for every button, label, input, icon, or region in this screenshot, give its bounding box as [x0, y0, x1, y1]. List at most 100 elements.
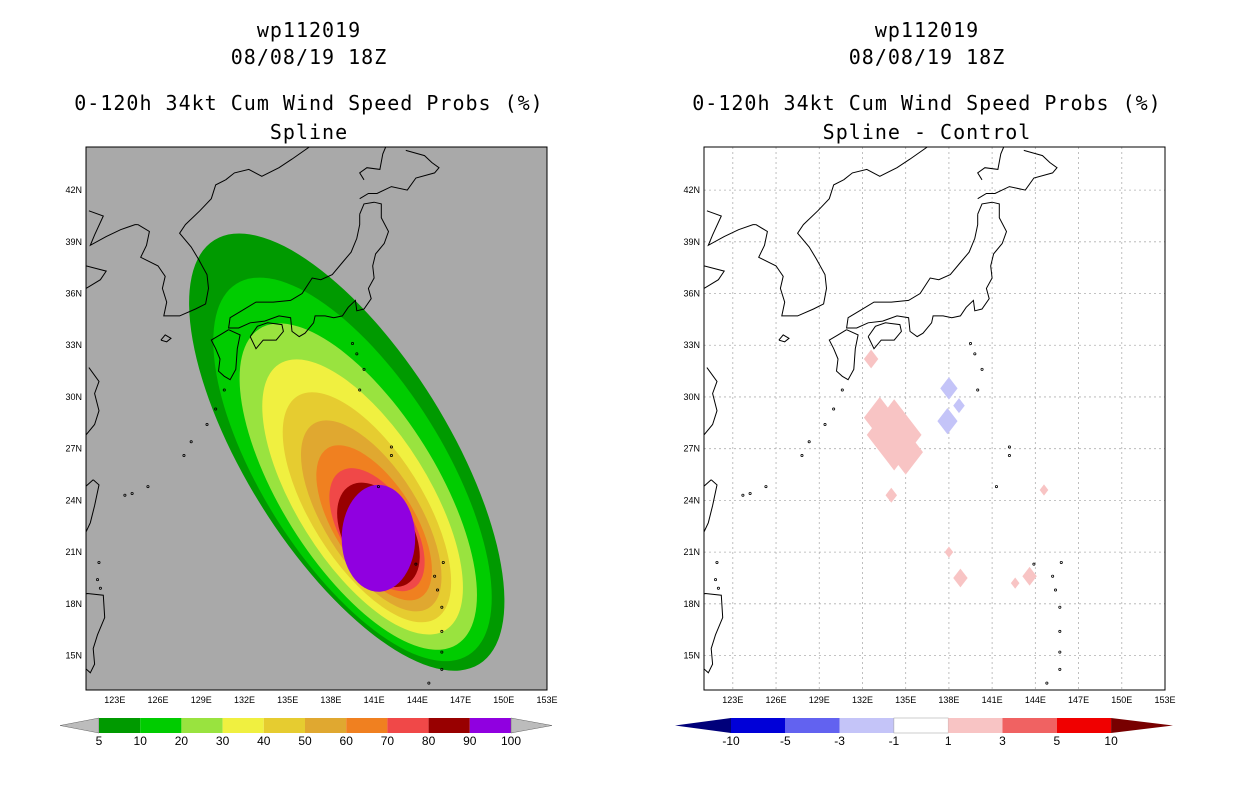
y-tick-label: 39N	[65, 237, 82, 247]
map-chart-difference: 123E 126E 129E 132E 135E 138E 141E 144E 147E 150E…	[675, 146, 1176, 748]
y-tick-label: 18N	[65, 599, 82, 609]
subtitle: Spline - Control	[822, 120, 1032, 144]
colorbar-segment	[263, 718, 305, 733]
colorbar-segment	[181, 718, 223, 733]
island	[1054, 588, 1058, 592]
colorbar-segment	[140, 718, 182, 733]
x-tick-label: 147E	[450, 695, 471, 705]
colorbar-end-low	[59, 717, 100, 734]
island	[1058, 629, 1062, 633]
subtitle: Spline	[269, 120, 349, 144]
coastline	[704, 592, 724, 674]
storm-id: wp112019	[874, 18, 980, 42]
x-tick-label: 138E	[320, 695, 341, 705]
x-tick-label: 123E	[104, 695, 125, 705]
island	[96, 578, 100, 582]
storm-id: wp112019	[256, 18, 362, 42]
island	[441, 560, 445, 564]
colorbar-segment	[839, 718, 894, 733]
panel-spline-control: wp112019 08/08/19 18Z 0-120h 34kt Cum Wi…	[618, 0, 1236, 800]
map-background	[704, 147, 1165, 690]
island	[994, 485, 998, 489]
colorbar-end-high	[1111, 718, 1173, 733]
colorbar-segment	[222, 718, 264, 733]
island	[714, 578, 718, 582]
anomaly-patch	[953, 568, 968, 588]
colorbar-label: 80	[422, 734, 436, 748]
island	[389, 445, 393, 449]
island	[973, 352, 977, 356]
y-tick-label: 21N	[683, 547, 700, 557]
island	[1007, 454, 1011, 458]
colorbar-label: 70	[381, 734, 395, 748]
panel-spline: wp112019 08/08/19 18Z 0-120h 34kt Cum Wi…	[59, 18, 558, 748]
island	[1058, 667, 1062, 671]
x-tick-label: 129E	[191, 695, 212, 705]
anomaly-patch	[885, 487, 898, 503]
coastline	[225, 147, 310, 181]
anomaly-patch	[863, 397, 896, 439]
product-title: 0-120h 34kt Cum Wind Speed Probs (%)	[74, 91, 544, 115]
colorbar-label: 1	[945, 734, 952, 748]
y-tick-label: 42N	[683, 185, 700, 195]
colorbar-label: 10	[1104, 734, 1118, 748]
x-tick-label: 141E	[364, 695, 385, 705]
island	[716, 586, 720, 590]
island	[440, 629, 444, 633]
island	[1045, 681, 1049, 685]
colorbar-segment	[893, 717, 949, 734]
island	[362, 367, 366, 371]
island	[807, 440, 811, 444]
coastline	[86, 479, 100, 534]
colorbar-label: 40	[257, 734, 271, 748]
colorbar-label: -3	[834, 734, 845, 748]
x-tick-label: 144E	[1025, 695, 1046, 705]
island	[351, 342, 355, 346]
colorbar-label: 20	[175, 734, 189, 748]
island	[414, 562, 418, 566]
colorbar-segment	[1056, 718, 1112, 733]
coastline	[843, 147, 928, 181]
y-tick-label: 24N	[683, 495, 700, 505]
y-tick-label: 30N	[65, 392, 82, 402]
island	[832, 407, 836, 411]
colorbar-end-high	[510, 717, 553, 734]
island	[389, 454, 393, 458]
y-tick-label: 33N	[683, 340, 700, 350]
coastline	[867, 322, 902, 350]
island	[976, 388, 980, 392]
island	[969, 342, 973, 346]
coastline	[359, 149, 440, 200]
coastline	[86, 367, 100, 436]
x-tick-label: 150E	[1111, 695, 1132, 705]
colorbar-segment	[469, 718, 511, 733]
datetime: 08/08/19 18Z	[848, 45, 1006, 69]
island	[205, 423, 209, 427]
colorbar-label: 30	[216, 734, 230, 748]
map-layer	[86, 147, 505, 685]
island	[840, 388, 844, 392]
coastline	[210, 329, 241, 381]
colorbar-label: 3	[999, 734, 1006, 748]
coastline	[88, 210, 138, 247]
coastline	[755, 179, 844, 317]
x-tick-label: 123E	[722, 695, 743, 705]
x-tick-label: 138E	[938, 695, 959, 705]
x-tick-label: 144E	[407, 695, 428, 705]
coastline	[704, 367, 718, 436]
colorbar-label: -1	[889, 734, 900, 748]
x-tick-label: 126E	[766, 695, 787, 705]
x-tick-label: 126E	[148, 695, 169, 705]
island	[1051, 574, 1055, 578]
coastline	[706, 210, 756, 247]
anomaly-patch	[863, 349, 879, 369]
island	[748, 491, 752, 495]
y-tick-label: 30N	[683, 392, 700, 402]
x-tick-label: 132E	[852, 695, 873, 705]
island	[1032, 562, 1036, 566]
island	[440, 667, 444, 671]
product-title: 0-120h 34kt Cum Wind Speed Probs (%)	[692, 91, 1162, 115]
x-tick-label: 150E	[493, 695, 514, 705]
island	[214, 407, 218, 411]
coastline	[160, 334, 172, 343]
